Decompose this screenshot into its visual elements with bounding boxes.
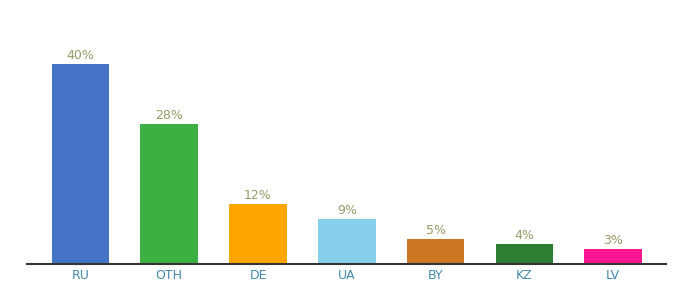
Text: 3%: 3% (603, 234, 623, 247)
Text: 28%: 28% (155, 109, 183, 122)
Text: 4%: 4% (514, 229, 534, 242)
Bar (52, 64, 109, 264)
Bar (318, 219, 375, 264)
Bar (496, 244, 554, 264)
Text: 9%: 9% (337, 204, 357, 217)
Bar (584, 249, 642, 264)
Bar (229, 204, 287, 264)
Bar (407, 239, 464, 264)
Text: 12%: 12% (244, 189, 272, 202)
Text: 40%: 40% (67, 49, 95, 62)
Text: 5%: 5% (426, 224, 445, 237)
Bar (140, 124, 198, 264)
